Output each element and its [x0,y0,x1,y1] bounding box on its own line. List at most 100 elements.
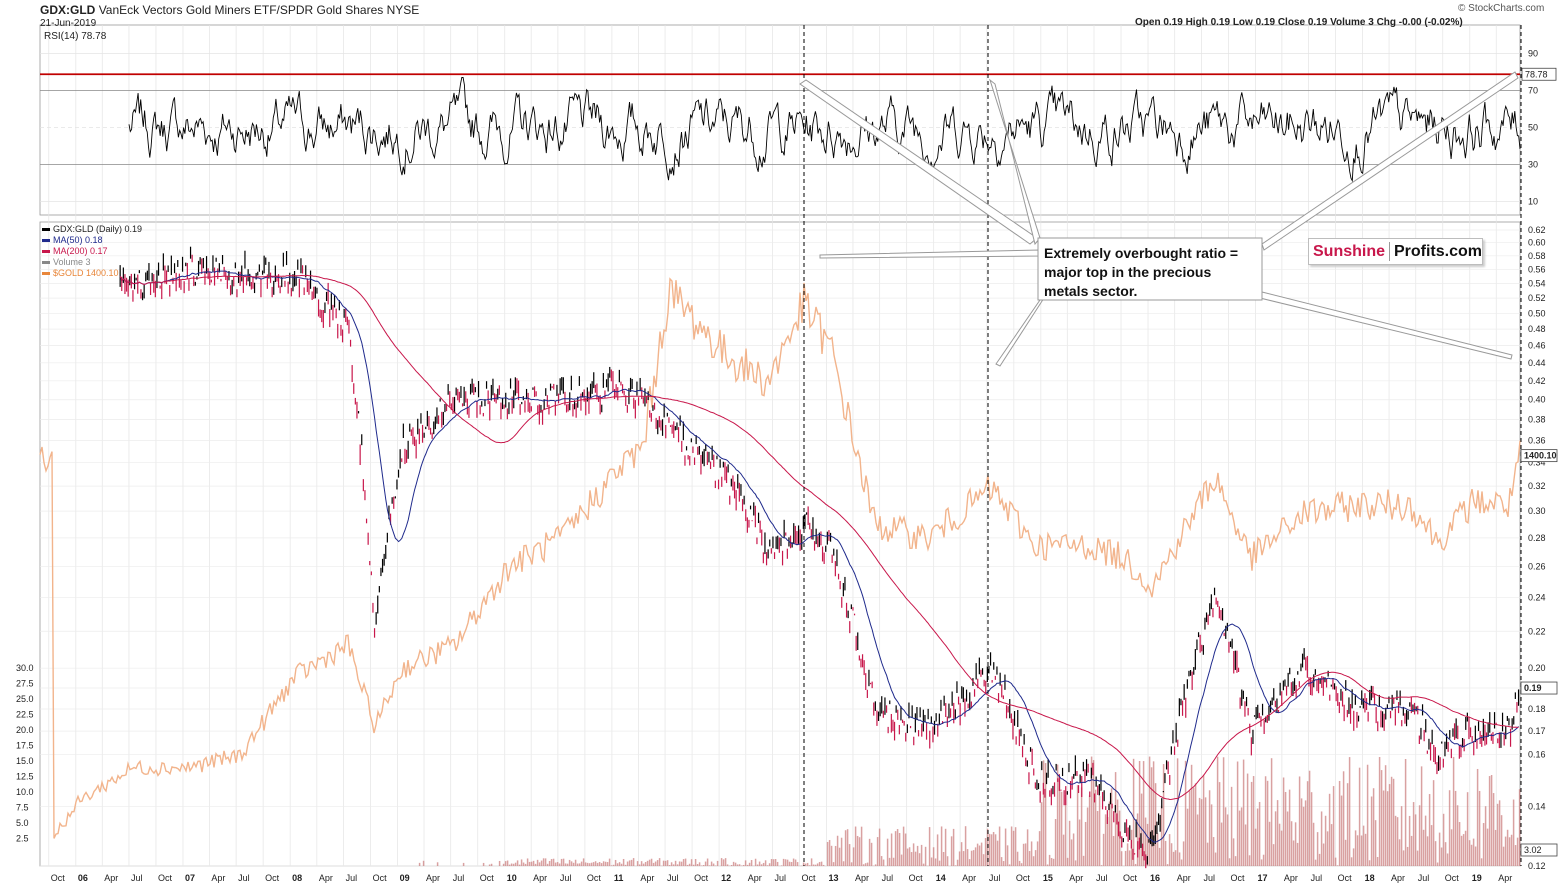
rsi-tick-label: 90 [1528,49,1538,59]
legend-item: Volume 3 [42,257,142,268]
x-tick-label: Jul [989,873,1001,883]
x-tick-label: 08 [292,873,302,883]
x-tick-label: 10 [507,873,517,883]
exchange: NYSE [386,3,420,17]
x-tick-label: 15 [1043,873,1053,883]
price-tick-label: 0.52 [1528,293,1546,303]
price-tick-label: 0.30 [1528,506,1546,516]
x-tick-label: Apr [1284,873,1298,883]
legend-item: MA(200) 0.17 [42,246,142,257]
volume-badge-text: 3.02 [1524,845,1542,855]
rsi-tick-label: 10 [1528,197,1538,207]
price-tick-label: 0.42 [1528,376,1546,386]
price-tick-label: 0.62 [1528,225,1546,235]
x-tick-label: 18 [1365,873,1375,883]
x-tick-label: 09 [400,873,410,883]
gold-series [39,277,1521,839]
x-tick-label: Oct [265,873,280,883]
x-tick-label: Jul [1203,873,1215,883]
price-tick-label: 0.48 [1528,324,1546,334]
volume-tick-label: 7.5 [16,803,29,813]
price-tick-label: 0.28 [1528,533,1546,543]
callout-box [1037,237,1263,301]
x-tick-label: Apr [748,873,762,883]
volume-bars [418,756,1521,866]
price-frame [39,221,1521,867]
sunshine-profits-logo: Sunshine Profits.com [1308,238,1483,265]
x-tick-label: Apr [211,873,225,883]
logo-part-2: Profits.com [1393,242,1482,260]
grid-lines [39,24,1521,867]
price-tick-label: 0.26 [1528,562,1546,572]
gold-line [39,277,1521,839]
price-tick-label: 0.12 [1528,861,1546,871]
x-tick-label: Oct [587,873,602,883]
price-tick-label: 0.54 [1528,279,1546,289]
rsi-current-badge [1521,67,1557,81]
annotation-line-1: Extremely overbought ratio = [1044,245,1239,261]
volume-tick-label: 15.0 [16,756,34,766]
callout-pointer [1261,71,1519,251]
symbol: GDX:GLD [40,3,96,17]
annotation-line-2: major top in the precious [1044,264,1212,280]
price-tick-label: 0.56 [1528,264,1546,274]
gold-badge [1520,449,1558,463]
price-legend: GDX:GLD (Daily) 0.19 MA(50) 0.18 MA(200) 0… [42,224,142,279]
x-tick-label: Apr [640,873,654,883]
legend-item: MA(50) 0.18 [42,235,142,246]
annotation-overlays [799,25,1522,866]
close-badge-text: 0.19 [1524,683,1542,693]
x-tick-label: Oct [909,873,924,883]
callout-pointer [1259,291,1513,360]
x-tick-label: Oct [1445,873,1460,883]
price-tick-label: 0.22 [1528,626,1546,636]
legend-item: GDX:GLD (Daily) 0.19 [42,224,142,235]
price-tick-label: 0.58 [1528,251,1546,261]
volume-tick-label: 5.0 [16,818,29,828]
logo-part-1: Sunshine [1313,242,1386,260]
x-tick-label: 13 [829,873,839,883]
axes: Oct 06 Apr Jul Oct 07 Apr Jul Oct 08 Apr Jul Oct 09 Ap… [16,225,1558,883]
credit: © StockCharts.com [1458,3,1545,14]
ratio-series [119,246,1520,869]
x-tick-label: Apr [1498,873,1512,883]
price-tick-label: 0.14 [1528,801,1546,811]
rsi-line [128,77,1521,183]
legend-label: Volume 3 [53,257,91,267]
rsi-label: RSI(14) 78.78 [44,31,107,42]
volume-tick-label: 10.0 [16,787,34,797]
x-tick-label: Oct [373,873,388,883]
x-tick-label: 07 [185,873,195,883]
x-tick-label: Oct [1016,873,1031,883]
price-tick-label: 0.18 [1528,704,1546,714]
x-tick-label: Oct [802,873,817,883]
volume-tick-label: 25.0 [16,694,34,704]
gold-badge-text: 1400.10 [1524,451,1557,461]
volume-tick-label: 12.5 [16,772,34,782]
legend-swatch [42,239,50,243]
rsi-current-value: 78.78 [1525,69,1548,79]
x-tick-label: 11 [614,873,624,883]
x-tick-label: Jul [775,873,787,883]
ma50-line [119,270,1519,843]
price-tick-label: 0.17 [1528,726,1546,736]
x-tick-label: 17 [1257,873,1267,883]
price-tick-label: 0.32 [1528,481,1546,491]
price-tick-label: 0.34 [1528,458,1546,468]
volume-tick-label: 20.0 [16,725,34,735]
callout-pointer [799,79,1038,245]
volume-tick-label: 27.5 [16,679,34,689]
legend-label: MA(50) 0.18 [53,235,103,245]
x-tick-label: Oct [694,873,709,883]
volume-badge [1520,843,1558,857]
x-tick-label: Jul [1418,873,1430,883]
legend-item: $GOLD 1400.10 [42,268,142,279]
legend-swatch [42,228,50,232]
legend-swatch [42,272,50,276]
x-tick-label: Oct [1230,873,1245,883]
price-tick-label: 0.50 [1528,308,1546,318]
close-badge [1520,681,1558,695]
x-tick-label: Apr [855,873,869,883]
legend-label: $GOLD 1400.10 [53,268,119,278]
